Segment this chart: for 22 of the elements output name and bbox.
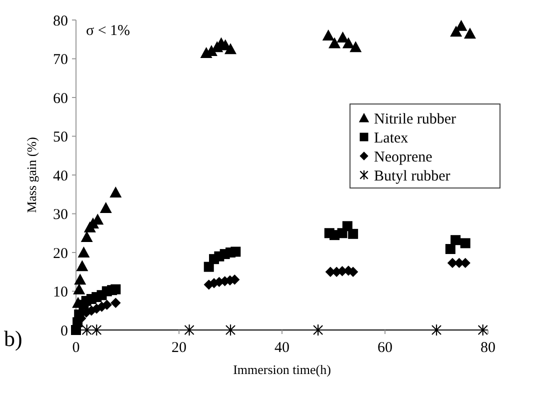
x-tick-label: 40 [274, 340, 290, 356]
x-axis-title: Immersion time(h) [233, 362, 331, 377]
x-tick-label: 60 [378, 340, 392, 356]
y-tick-label: 70 [53, 52, 68, 68]
legend-label: Nitrile rubber [374, 111, 456, 128]
y-tick-label: 80 [53, 13, 68, 30]
annotation: σ < 1% [86, 23, 130, 39]
legend-label: Butyl rubber [374, 168, 450, 184]
y-tick-label: 30 [53, 207, 68, 223]
legend-label: Neoprene [374, 149, 433, 166]
y-tick-label: 40 [53, 168, 68, 184]
text: b) [4, 326, 22, 351]
y-tick-label: 50 [53, 130, 68, 146]
x-tick-label: 20 [172, 340, 186, 356]
y-tick-label: 20 [53, 246, 68, 262]
y-tick-label: 60 [53, 90, 68, 107]
x-tick-label: 0 [72, 340, 80, 356]
y-axis-title: Mass gain (%) [24, 137, 39, 213]
x-tick-label: 80 [480, 340, 496, 356]
legend-label: Latex [374, 130, 409, 146]
y-tick-label: 0 [60, 323, 68, 340]
y-tick-label: 10 [53, 284, 68, 300]
